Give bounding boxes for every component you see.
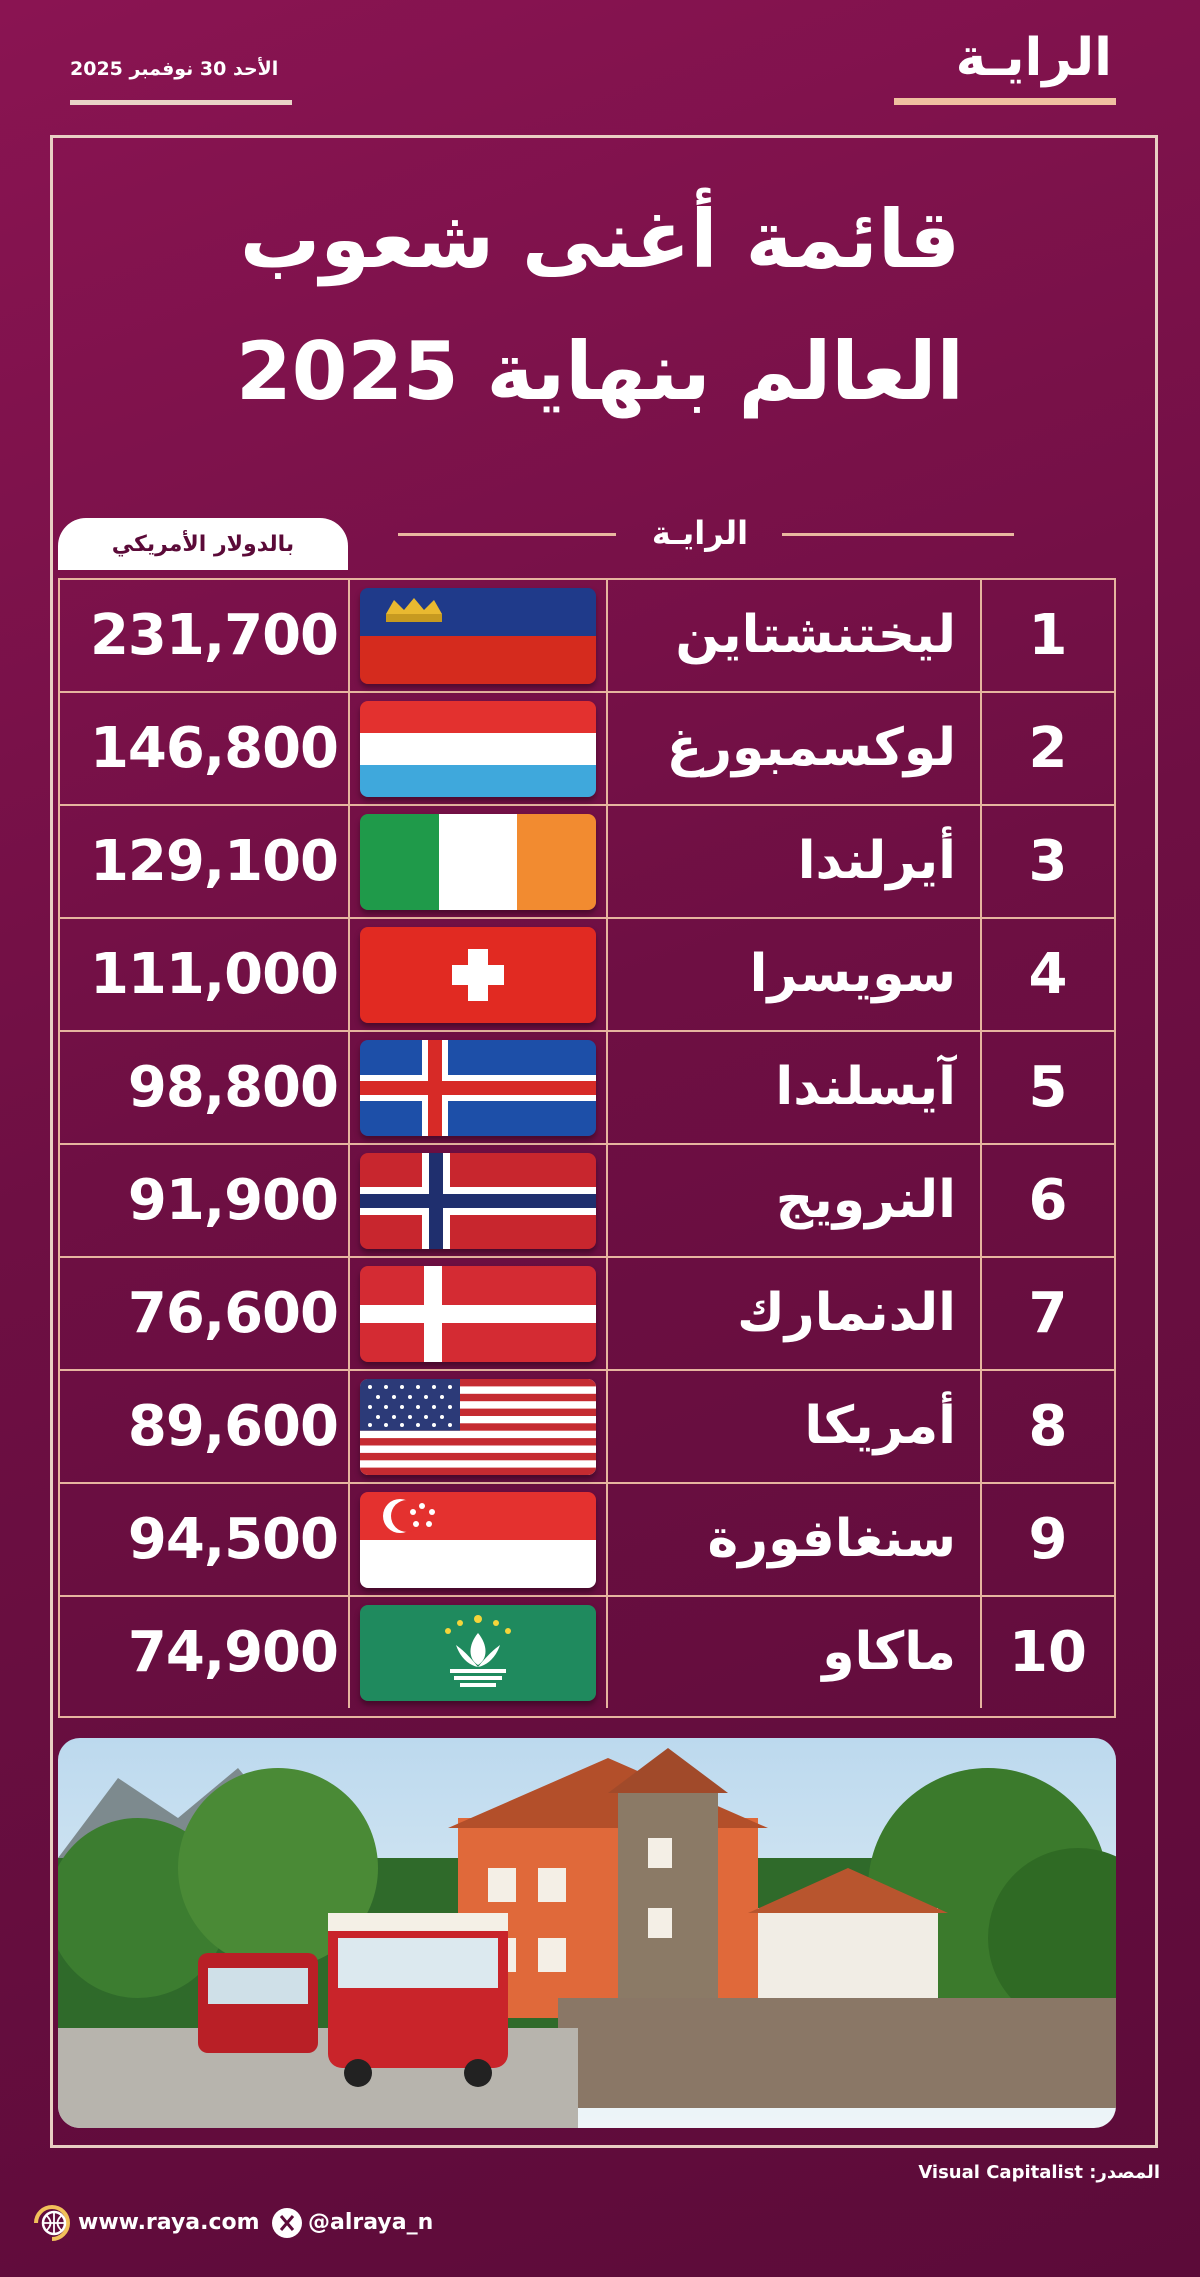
page-title-line2: العالم بنهاية 2025 [236, 325, 964, 418]
rank-number: 8 [1028, 1394, 1068, 1459]
alraya-logo: الرايـة [955, 28, 1112, 88]
table-row: 94,500 سنغافورة 9 [60, 1484, 1114, 1597]
logo-underline [894, 98, 1116, 105]
ireland-flag-icon [360, 814, 596, 910]
rank-number: 10 [1009, 1620, 1087, 1685]
divider-left [398, 533, 616, 536]
country-name: الدنمارك [737, 1283, 956, 1343]
country-name: لوكسمبورغ [666, 718, 956, 778]
rank-number: 9 [1028, 1507, 1068, 1572]
website-link[interactable]: www.raya.com [78, 2210, 260, 2235]
singapore-flag-icon [360, 1492, 596, 1588]
source-credit: المصدر: Visual Capitalist [918, 2162, 1160, 2183]
gdp-value: 89,600 [127, 1394, 339, 1459]
page-title-line1: قائمة أغنى شعوب [239, 193, 961, 286]
table-row: 111,000 سويسرا 4 [60, 919, 1114, 1032]
macau-flag-icon [360, 1605, 596, 1701]
norway-flag-icon [360, 1153, 596, 1249]
gdp-value: 94,500 [127, 1507, 339, 1572]
rank-number: 4 [1028, 942, 1068, 1007]
liechtenstein-flag-icon [360, 588, 596, 684]
luxembourg-flag-icon [360, 701, 596, 797]
rank-number: 2 [1028, 716, 1068, 781]
table-row: 91,900 النرويج 6 [60, 1145, 1114, 1258]
gdp-value: 231,700 [89, 603, 339, 668]
country-name: أمريكا [804, 1396, 956, 1456]
country-name: ماكاو [822, 1622, 956, 1682]
rank-number: 7 [1028, 1281, 1068, 1346]
date-underline [70, 100, 292, 105]
gdp-value: 98,800 [127, 1055, 339, 1120]
publish-date: الأحد 30 نوفمبر 2025 [70, 58, 279, 80]
divider-right [782, 533, 1014, 536]
denmark-flag-icon [360, 1266, 596, 1362]
currency-unit-tab: بالدولار الأمريكي [58, 518, 348, 570]
iceland-flag-icon [360, 1040, 596, 1136]
rank-number: 1 [1028, 603, 1068, 668]
table-row: 98,800 آيسلندا 5 [60, 1032, 1114, 1145]
switzerland-flag-icon [360, 927, 596, 1023]
globe-icon [30, 2201, 74, 2245]
gdp-value: 74,900 [127, 1620, 339, 1685]
gdp-value: 76,600 [127, 1281, 339, 1346]
rank-number: 3 [1028, 829, 1068, 894]
gdp-value: 129,100 [89, 829, 339, 894]
country-name: سنغافورة [707, 1509, 956, 1569]
gdp-value: 146,800 [89, 716, 339, 781]
alraya-small-logo: الرايـة [651, 514, 749, 552]
rank-number: 5 [1028, 1055, 1068, 1120]
gdp-value: 91,900 [127, 1168, 339, 1233]
country-name: أيرلندا [797, 831, 956, 891]
social-handle[interactable]: @alraya_n [308, 2210, 434, 2235]
country-name: ليختنشتاين [675, 605, 956, 665]
rank-number: 6 [1028, 1168, 1068, 1233]
content-frame [50, 135, 1158, 2148]
usa-flag-icon [360, 1379, 596, 1475]
ranking-table: 231,700 ليختنشتاين 1 146,800 لوكسمبورغ 2 [58, 578, 1116, 1718]
table-row: 146,800 لوكسمبورغ 2 [60, 693, 1114, 806]
table-row: 231,700 ليختنشتاين 1 [60, 580, 1114, 693]
country-name: آيسلندا [775, 1057, 956, 1117]
country-name: النرويج [775, 1170, 956, 1230]
x-logo-icon[interactable] [272, 2208, 302, 2238]
table-row: 89,600 [60, 1371, 1114, 1484]
table-row: 76,600 الدنمارك 7 [60, 1258, 1114, 1371]
country-name: سويسرا [749, 944, 956, 1004]
table-row: 129,100 أيرلندا 3 [60, 806, 1114, 919]
gdp-value: 111,000 [89, 942, 339, 1007]
table-row: 74,900 ماكاو 10 [60, 1597, 1114, 1710]
liechtenstein-red-house-photo [58, 1738, 1116, 2128]
